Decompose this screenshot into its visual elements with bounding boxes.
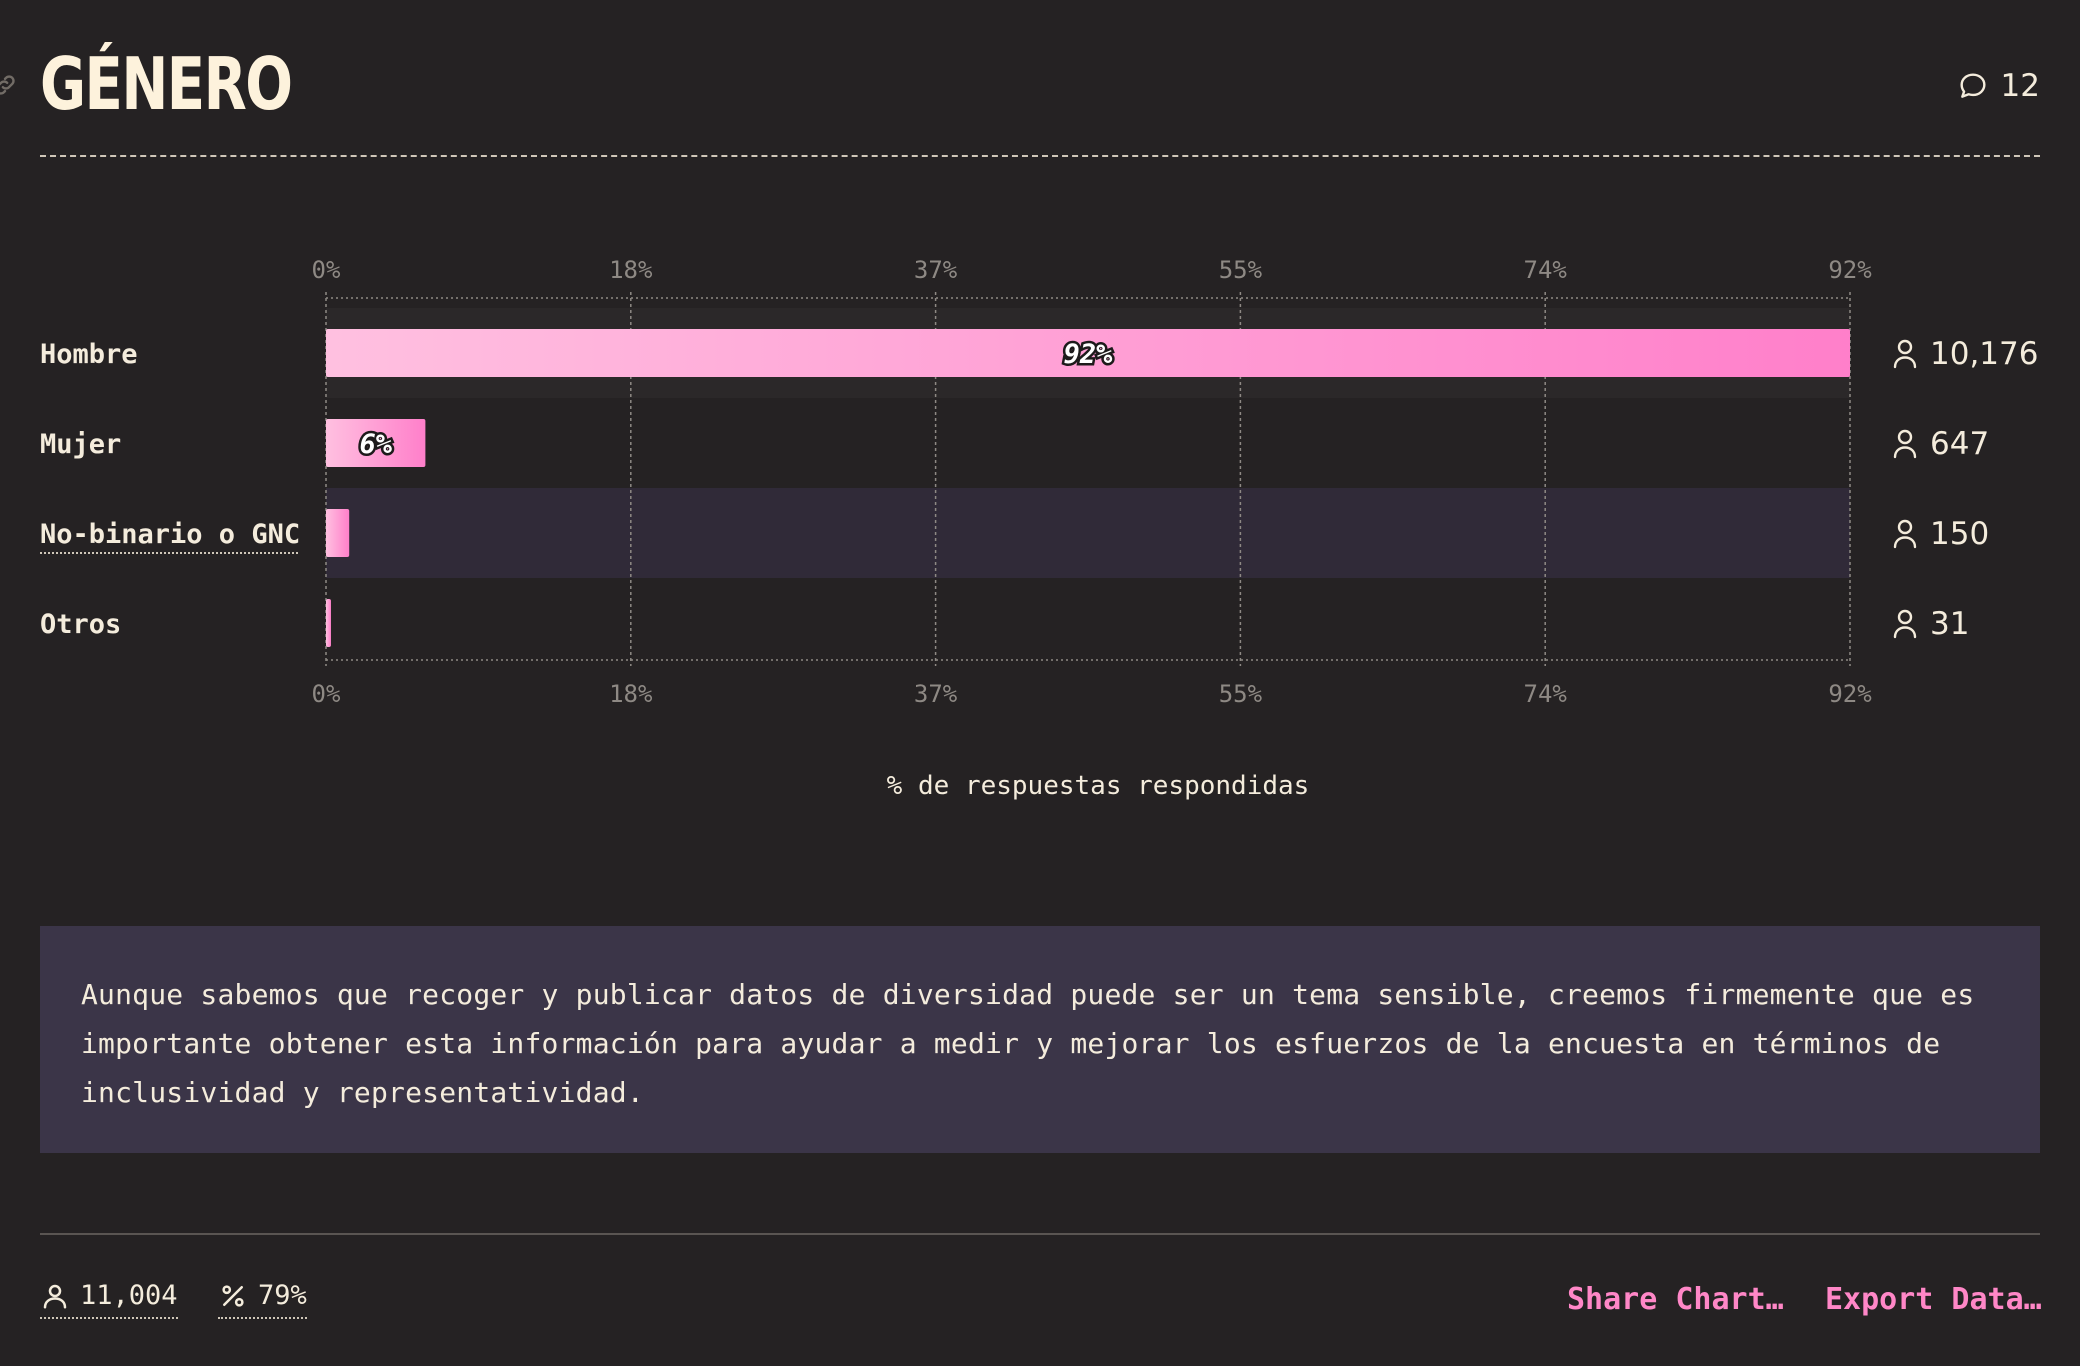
count-label: 10,176 — [1930, 336, 2038, 372]
comment-icon — [1960, 73, 1986, 98]
header-divider — [40, 155, 2040, 157]
x-tick-label-bottom: 18% — [609, 680, 653, 708]
bar-value-label: 6% — [359, 429, 392, 460]
count-label: 150 — [1930, 516, 1989, 552]
percent-icon — [222, 1284, 244, 1307]
person-icon — [1893, 609, 1917, 639]
x-tick-label-bottom: 0% — [312, 680, 341, 708]
bar-value-label: 92% — [1064, 339, 1114, 370]
x-tick-label-top: 55% — [1219, 256, 1263, 284]
comment-count: 12 — [2000, 68, 2040, 104]
bar[interactable] — [326, 599, 331, 647]
completion-stat[interactable]: 79% — [218, 1280, 307, 1319]
completion-percent: 79% — [258, 1280, 307, 1311]
person-icon — [1893, 429, 1917, 459]
person-icon — [1893, 339, 1917, 369]
x-tick-label-top: 92% — [1828, 256, 1872, 284]
x-tick-label-bottom: 74% — [1524, 680, 1568, 708]
x-tick-label-top: 18% — [609, 256, 653, 284]
count-label: 647 — [1930, 426, 1989, 462]
export-data-button[interactable]: Export Data… — [1825, 1282, 2042, 1317]
respondents-stat[interactable]: 11,004 — [40, 1280, 178, 1319]
bar-chart: 0% 0% 18% 18% 37% 37% 55% 55% 74% 74% 92% 92% Hombre… — [40, 256, 2038, 801]
category-label[interactable]: No-binario o GNC — [40, 519, 300, 550]
x-tick-label-top: 74% — [1524, 256, 1568, 284]
person-icon — [43, 1284, 67, 1308]
x-axis-title: % de respuestas respondidas — [887, 771, 1310, 801]
category-label: Hombre — [40, 339, 138, 370]
row-background — [326, 488, 1850, 578]
share-chart-button[interactable]: Share Chart… — [1567, 1282, 1784, 1317]
bar[interactable] — [326, 509, 350, 557]
note-text: Aunque sabemos que recoger y publicar da… — [81, 978, 1975, 1109]
footer-divider — [40, 1233, 2040, 1235]
x-tick-label-top: 0% — [312, 256, 341, 284]
x-tick-label-bottom: 55% — [1219, 680, 1263, 708]
bar[interactable] — [326, 329, 1850, 377]
category-label: Mujer — [40, 429, 121, 460]
x-tick-label-bottom: 92% — [1828, 680, 1872, 708]
category-label: Otros — [40, 609, 121, 640]
x-tick-label-top: 37% — [914, 256, 958, 284]
comments-button[interactable]: 12 — [1957, 68, 2040, 104]
person-icon — [1893, 519, 1917, 549]
link-icon[interactable] — [0, 72, 18, 98]
count-label: 31 — [1930, 606, 1969, 642]
page-title: GÉNERO — [40, 42, 293, 126]
respondents-count: 11,004 — [80, 1280, 178, 1311]
bar[interactable] — [326, 419, 426, 467]
note-box: Aunque sabemos que recoger y publicar da… — [40, 926, 2040, 1153]
x-tick-label-bottom: 37% — [914, 680, 958, 708]
